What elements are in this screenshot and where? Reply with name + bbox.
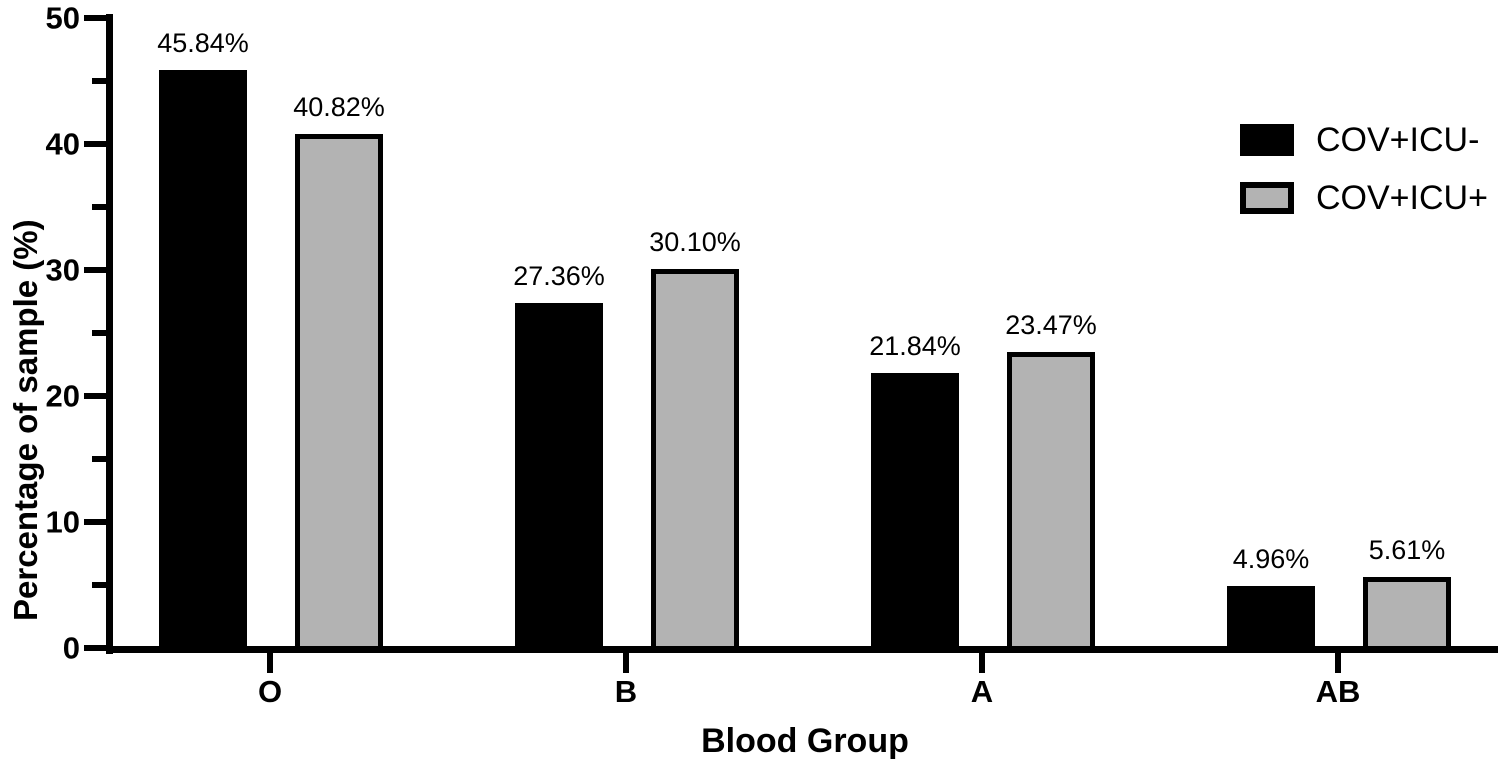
bar-value-label: 21.84% <box>869 330 961 361</box>
bar-value-label: 5.61% <box>1368 535 1446 566</box>
y-major-tick <box>84 519 106 525</box>
bar-value-label: 27.36% <box>513 261 605 292</box>
bar-value-label: 23.47% <box>1005 310 1097 341</box>
x-category-label: A <box>970 674 994 709</box>
bar-COV+ICU+-A <box>1007 352 1095 651</box>
x-category-tick <box>623 652 629 673</box>
legend-label-cov-icu-pos: COV+ICU+ <box>1316 179 1488 217</box>
bar-COV+ICU--A <box>871 372 959 651</box>
bar-COV+ICU+-AB <box>1363 577 1451 651</box>
bar-value-label: 45.84% <box>157 28 249 59</box>
bar-value-label: 4.96% <box>1232 543 1310 574</box>
y-tick-label: 0 <box>62 630 80 666</box>
y-major-tick <box>84 645 106 651</box>
legend: COV+ICU- COV+ICU+ <box>1240 121 1488 237</box>
y-major-tick <box>84 141 106 147</box>
legend-swatch-black-icon <box>1240 124 1294 156</box>
bar-COV+ICU--B <box>515 303 603 651</box>
legend-swatch-gray-icon <box>1240 182 1294 214</box>
legend-item-cov-icu-neg: COV+ICU- <box>1240 121 1488 159</box>
bar-value-label: 40.82% <box>293 91 385 122</box>
y-major-tick <box>84 15 106 21</box>
y-tick-label: 50 <box>45 0 80 36</box>
x-category-label: B <box>614 674 638 709</box>
bar-value-label: 30.10% <box>649 226 741 257</box>
y-major-tick <box>84 267 106 273</box>
legend-label-cov-icu-neg: COV+ICU- <box>1316 121 1480 159</box>
x-axis-line <box>106 646 1498 653</box>
legend-item-cov-icu-pos: COV+ICU+ <box>1240 179 1488 217</box>
y-tick-label: 40 <box>45 126 80 162</box>
y-tick-label: 30 <box>45 252 80 288</box>
x-category-tick <box>979 652 985 673</box>
y-minor-tick <box>92 456 106 462</box>
y-minor-tick <box>92 204 106 210</box>
y-minor-tick <box>92 78 106 84</box>
bar-COV+ICU+-O <box>295 133 383 651</box>
x-axis-title: Blood Group <box>701 722 909 760</box>
bar-COV+ICU+-B <box>651 268 739 651</box>
x-category-label: AB <box>1315 674 1361 709</box>
bar-COV+ICU--AB <box>1227 585 1315 651</box>
y-major-tick <box>84 393 106 399</box>
x-category-tick <box>267 652 273 673</box>
y-minor-tick <box>92 330 106 336</box>
bar-COV+ICU--O <box>159 70 247 651</box>
y-tick-label: 10 <box>45 504 80 540</box>
y-minor-tick <box>92 582 106 588</box>
x-category-label: O <box>257 674 283 709</box>
x-category-tick <box>1335 652 1341 673</box>
y-tick-label: 20 <box>45 378 80 414</box>
y-axis-line <box>106 14 113 654</box>
